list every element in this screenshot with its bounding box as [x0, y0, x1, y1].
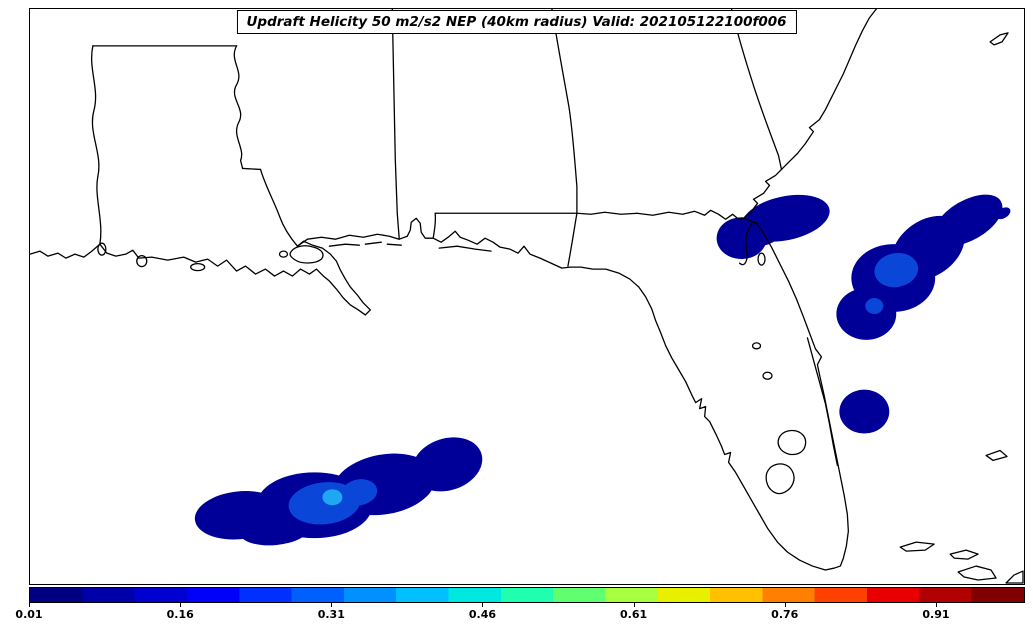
everglades-outline	[765, 463, 795, 495]
apalachicola-river	[567, 212, 578, 267]
colorbar-tick-label: 0.91	[922, 608, 950, 621]
st-johns-river	[738, 221, 754, 266]
nep-contour-gulf-of-mexico	[239, 514, 310, 546]
white-lake	[190, 262, 206, 272]
colorbar-tick-mark	[180, 603, 182, 607]
nep-contour-atlantic-offshore-inner	[874, 252, 919, 288]
colorbar-tick-mark	[29, 603, 30, 607]
bahamas-island-3	[957, 565, 997, 581]
coastline	[30, 9, 877, 571]
colorbar-ticks: 0.01 0.16 0.31 0.46 0.61 0.76 0.91	[15, 603, 1025, 625]
border-florida-georgia	[576, 209, 745, 220]
lake-kissimmee	[762, 371, 773, 380]
calcasieu-lake	[136, 254, 148, 268]
lake-apopka	[751, 342, 762, 350]
border-louisiana-mississippi-31n	[241, 167, 262, 171]
nep-contour-atlantic-offshore	[995, 207, 1011, 220]
sabine-river-border	[91, 45, 102, 245]
probability-contours	[194, 194, 1011, 546]
nep-contour-florida-east-coast-offshore	[839, 389, 890, 434]
bahamas-island-2	[949, 549, 979, 560]
bahamas-island-1	[899, 541, 935, 552]
indian-river-lagoon	[806, 337, 839, 467]
perdido-river-border	[432, 212, 437, 239]
colorbar-tick-mark	[331, 603, 333, 607]
colorbar-tick-label: 0.46	[468, 608, 497, 621]
lake-okeechobee	[777, 429, 807, 456]
bahamas-island-north	[985, 449, 1008, 462]
map-frame	[29, 8, 1025, 585]
colorbar-tick-mark	[935, 603, 937, 607]
mississippi-river-border	[233, 45, 244, 170]
state-borders	[91, 9, 783, 267]
sabine-lake	[97, 242, 107, 256]
colorbar-tick-mark	[784, 603, 786, 607]
lake-pontchartrain	[289, 245, 324, 264]
colorbar-tick-mark	[482, 603, 484, 607]
nep-contour-gulf-of-mexico-inner	[341, 479, 378, 506]
colorbar-tick-label: 0.01	[15, 608, 43, 621]
border-alabama-georgia	[551, 9, 578, 214]
nep-contour-gulf-of-mexico	[412, 437, 483, 492]
colorbar-tick-label: 0.16	[166, 608, 194, 621]
colorbar-tick-label: 0.76	[771, 608, 799, 621]
carolina-capes-island	[989, 32, 1009, 46]
lake-george	[757, 252, 766, 266]
lakes	[97, 242, 807, 495]
islands	[899, 32, 1024, 584]
barrier-islands-florida-panhandle	[438, 245, 492, 252]
bahamas-island-4	[1005, 570, 1024, 584]
colorbar-tick-mark	[633, 603, 635, 607]
barrier-islands-mississippi-sound	[328, 241, 402, 247]
colorbar-gradient	[30, 588, 1024, 602]
pearl-river-border	[259, 168, 299, 247]
lake-maurepas	[278, 250, 289, 258]
nep-contour-gulf-of-mexico-core	[322, 489, 343, 506]
colorbar-tick-label: 0.31	[317, 608, 345, 621]
colorbar	[29, 587, 1025, 603]
border-mississippi-alabama	[391, 9, 400, 240]
plot-title: Updraft Helicity 50 m2/s2 NEP (40km radi…	[236, 10, 797, 34]
nep-contour-atlantic-offshore-inner	[865, 297, 884, 314]
map-canvas	[30, 9, 1024, 584]
nep-contour-atlantic-offshore	[836, 288, 897, 340]
gulf-atlantic-coastline	[30, 9, 877, 571]
colorbar-tick-label: 0.61	[619, 608, 648, 621]
